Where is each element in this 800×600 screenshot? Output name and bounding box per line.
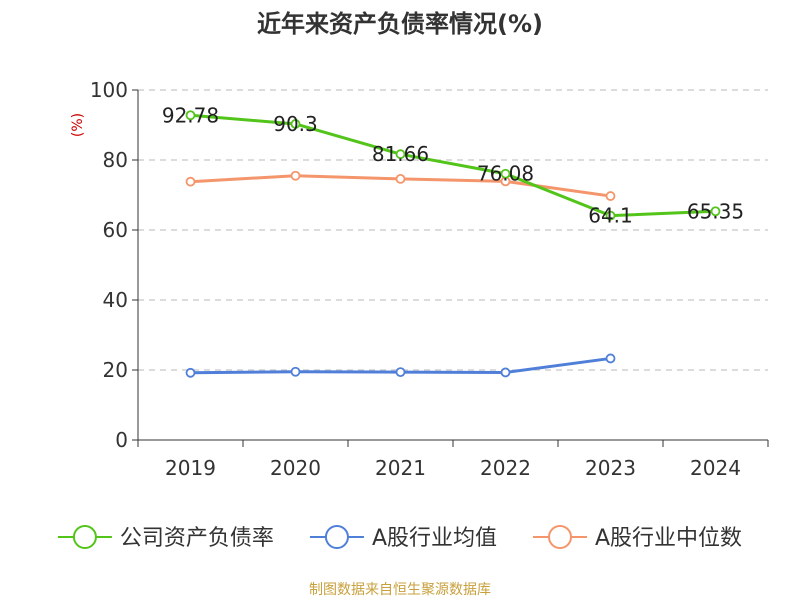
data-point [290, 119, 301, 129]
legend-marker [548, 525, 573, 549]
data-point [395, 367, 406, 378]
data-point [290, 366, 301, 377]
data-point [710, 206, 721, 217]
x-tick-label: 2022 [480, 456, 531, 480]
axes: 0 20 40 60 80 100(%) 2019 2020 2021 2022 2023 2024 [70, 78, 769, 480]
x-tick-label: 2024 [690, 456, 741, 480]
series-line [190, 113, 716, 218]
x-tick-label: 2019 [165, 456, 216, 480]
y-tick-label: 20 [103, 358, 128, 382]
gridlines [138, 89, 768, 371]
data-point [290, 170, 301, 181]
data-point [395, 149, 406, 160]
y-tick-label: 100 [90, 78, 128, 102]
x-tick-label: 2020 [270, 456, 321, 480]
legend: 公司资产负债率 A股行业均值 A股行业中位数 [57, 525, 742, 551]
legend-marker [72, 525, 97, 549]
y-axis-label: (%) [70, 113, 86, 137]
x-tick-label: 2021 [375, 456, 426, 480]
data-label: 90.3 [273, 112, 318, 136]
data-point [605, 210, 616, 221]
data-point [605, 191, 616, 201]
y-tick-label: 0 [115, 428, 128, 452]
data-point [500, 367, 511, 378]
source-note: 制图数据来自恒生聚源数据库 [309, 582, 491, 598]
legend-label: A股行业均值 [372, 526, 497, 551]
data-label: 81.66 [372, 142, 429, 166]
data-point [185, 176, 196, 187]
data-point [500, 168, 511, 179]
legend-label: 公司资产负债率 [120, 526, 274, 551]
legend-marker [324, 525, 349, 549]
data-point [605, 353, 616, 364]
data-point [185, 367, 196, 378]
data-labels: 92.78 90.3 81.66 76.08 64.1 65.35 [162, 103, 744, 227]
data-label: 92.78 [162, 103, 219, 127]
y-tick-label: 60 [103, 218, 128, 242]
data-point [395, 173, 406, 184]
data-label: 65.35 [687, 199, 744, 223]
data-label: 76.08 [477, 162, 534, 186]
legend-label: A股行业中位数 [595, 526, 742, 551]
series [185, 110, 721, 378]
y-tick-label: 80 [103, 148, 128, 172]
data-point [185, 110, 196, 121]
y-tick-label: 40 [103, 288, 128, 312]
chart-title: 近年来资产负债率情况(%) [257, 10, 543, 38]
x-tick-label: 2023 [585, 456, 636, 480]
data-label: 64.1 [588, 204, 633, 228]
